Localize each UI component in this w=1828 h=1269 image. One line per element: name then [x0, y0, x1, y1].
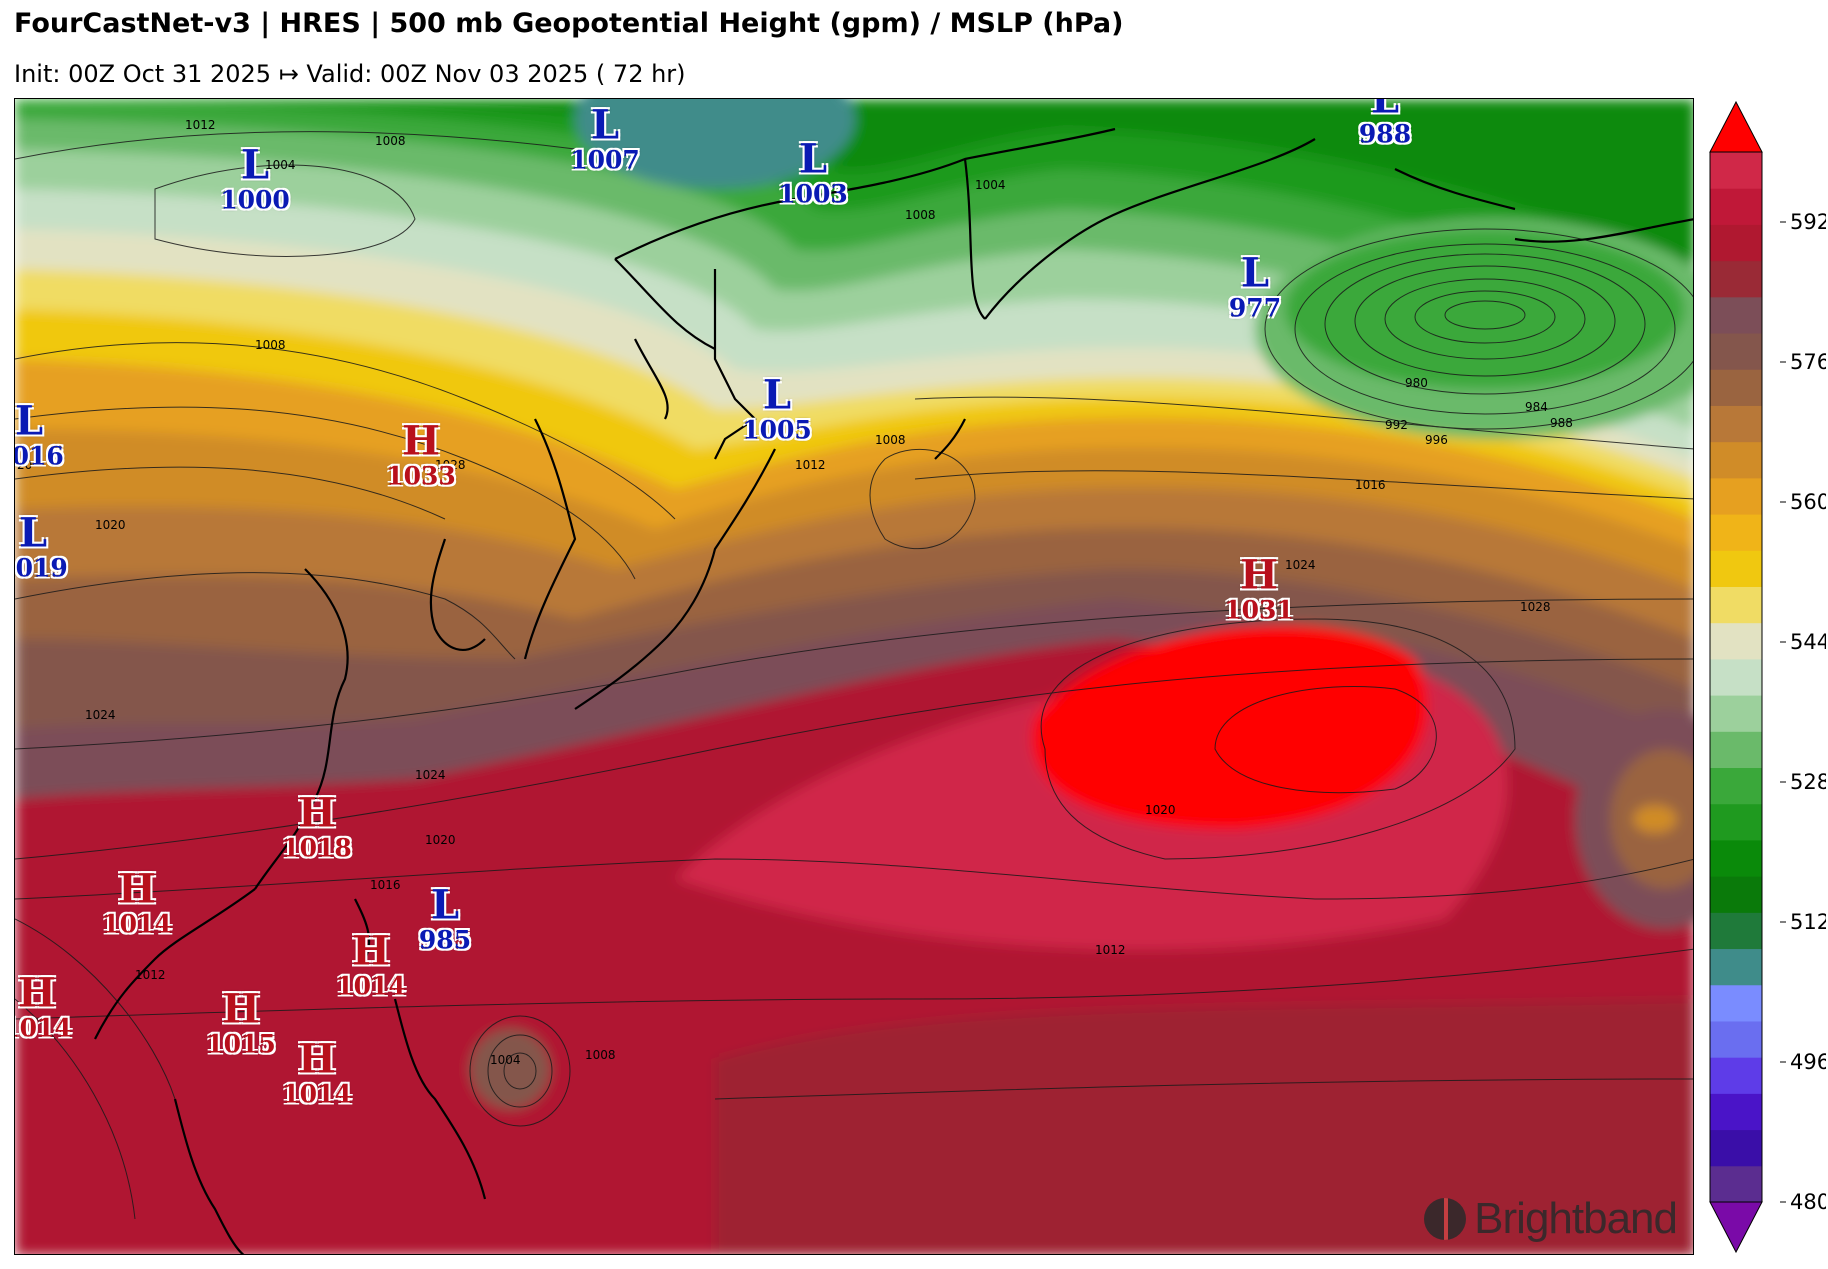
colorbar-swatch [1710, 152, 1762, 189]
chart-subtitle: Init: 00Z Oct 31 2025 ↦ Valid: 00Z Nov 0… [14, 60, 686, 88]
colorbar-swatch [1710, 1165, 1762, 1203]
weather-map: 1012 1008 1004 1008 1004 1008 1028 1020 … [14, 98, 1694, 1255]
isobar-label: 1028 [1520, 600, 1551, 614]
colorbar-swatch [1710, 731, 1762, 769]
isobar-label: 980 [1405, 376, 1428, 390]
colorbar-extension-high [1709, 100, 1763, 153]
colorbar-swatch [1710, 224, 1762, 262]
colorbar-swatch [1710, 188, 1762, 225]
isobar-label: 1008 [255, 338, 286, 352]
colorbar-tick-label: 560 [1790, 490, 1826, 514]
colorbar-tick-label: 576 [1790, 350, 1826, 374]
isobar-label: 1024 [85, 708, 116, 722]
isobar-label: 992 [1385, 418, 1408, 432]
brightband-logo-icon [1424, 1198, 1467, 1240]
isobar-label: 1008 [905, 208, 936, 222]
colorbar-frame [1709, 151, 1763, 1203]
isobar-label: 1012 [795, 458, 826, 472]
map-field: 1012 1008 1004 1008 1004 1008 1028 1020 … [15, 99, 1693, 1254]
isobar-label: 1004 [265, 158, 296, 172]
colorbar-tick-label: 544 [1790, 630, 1826, 654]
colorbar-swatch [1710, 948, 1762, 986]
colorbar: 592 576 560 544 528 512 496 480 [1709, 100, 1826, 1254]
isobar-label: 1012 [1095, 943, 1126, 957]
isobar-label: 1020 [425, 833, 456, 847]
isobar-label: 1020 [1145, 803, 1176, 817]
colorbar-swatch [1710, 658, 1762, 696]
isobar-label: 988 [1550, 416, 1573, 430]
colorbar-tick-label: 528 [1790, 770, 1826, 794]
colorbar-swatch [1710, 405, 1762, 443]
isobar-label: 1008 [375, 134, 406, 148]
isobar-label: 1020 [95, 518, 126, 532]
colorbar-tick-label: 592 [1790, 210, 1826, 234]
isobar-label: 984 [1525, 400, 1548, 414]
isobar-label: 1004 [490, 1053, 521, 1067]
colorbar-swatch [1710, 333, 1762, 370]
isobar-label: 1016 [370, 878, 401, 892]
isobar-label: 1016 [1355, 478, 1386, 492]
isobar-label: 1012 [135, 968, 166, 982]
chart-title: FourCastNet-v3 | HRES | 500 mb Geopotent… [14, 8, 1124, 39]
colorbar-swatches [1709, 100, 1763, 1254]
isobar-label: 996 [1425, 433, 1448, 447]
isobars [15, 131, 1693, 1220]
colorbar-extension-low [1709, 1201, 1763, 1254]
colorbar-swatch [1710, 1057, 1762, 1094]
isobar-label: 1008 [875, 433, 906, 447]
colorbar-swatch [1710, 1129, 1762, 1167]
colorbar-tick-label: 496 [1790, 1050, 1826, 1074]
colorbar-swatch [1710, 586, 1762, 624]
isobar-label: 1012 [185, 118, 216, 132]
colorbar-tick-label: 480 [1790, 1190, 1826, 1214]
colorbar-ticks: 592 576 560 544 528 512 496 480 [1780, 210, 1826, 1214]
colorbar-swatch [1710, 1093, 1762, 1131]
isobar-label: 1024 [415, 768, 446, 782]
colorbar-tick-label: 512 [1790, 910, 1826, 934]
colorbar-swatch [1710, 296, 1762, 334]
colorbar-swatch [1710, 695, 1762, 732]
isobar-label: 20 [17, 458, 32, 472]
colorbar-swatch [1710, 622, 1762, 660]
coastlines [94, 127, 1693, 1254]
colorbar-swatch [1710, 984, 1762, 1022]
colorbar-swatch [1710, 767, 1762, 805]
isobar-label: 1028 [435, 458, 466, 472]
colorbar-swatch [1710, 514, 1762, 551]
brightband-logo: Brightband [1424, 1194, 1678, 1244]
colorbar-swatch [1710, 912, 1762, 950]
colorbar-swatch [1710, 1020, 1762, 1058]
colorbar-swatch [1710, 441, 1762, 479]
isobar-label: 1024 [1285, 558, 1316, 572]
isobar-labels: 1012 1008 1004 1008 1004 1008 1028 1020 … [17, 118, 1573, 1067]
colorbar-swatch [1710, 369, 1762, 406]
colorbar-swatch [1710, 839, 1762, 877]
colorbar-swatch [1710, 803, 1762, 841]
colorbar-swatch [1710, 876, 1762, 913]
brightband-logo-text: Brightband [1474, 1194, 1678, 1243]
isobar-label: 1008 [585, 1048, 616, 1062]
colorbar-swatch [1710, 550, 1762, 587]
isobar-label: 1004 [975, 178, 1006, 192]
colorbar-swatch [1710, 260, 1762, 298]
colorbar-swatch [1710, 477, 1762, 515]
